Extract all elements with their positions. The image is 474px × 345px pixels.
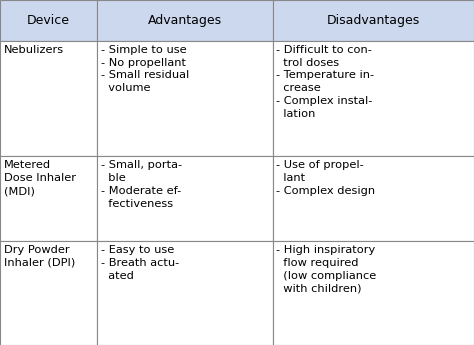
Text: Device: Device (27, 14, 70, 27)
Text: Disadvantages: Disadvantages (327, 14, 420, 27)
Text: Nebulizers: Nebulizers (4, 45, 64, 55)
Text: Advantages: Advantages (148, 14, 222, 27)
Bar (0, 156, 97, 241)
Text: - Difficult to con-
  trol doses
- Temperature in-
  crease
- Complex instal-
  : - Difficult to con- trol doses - Tempera… (276, 45, 374, 119)
Text: Metered
Dose Inhaler
(MDI): Metered Dose Inhaler (MDI) (4, 160, 76, 196)
Bar (97, 0, 273, 41)
Text: - Easy to use
- Breath actu-
  ated: - Easy to use - Breath actu- ated (101, 245, 179, 280)
Text: - Simple to use
- No propellant
- Small residual
  volume: - Simple to use - No propellant - Small … (101, 45, 189, 93)
Bar (273, 41, 474, 156)
Bar (97, 156, 273, 241)
Bar (273, 241, 474, 345)
Bar (0, 41, 97, 156)
Bar (273, 156, 474, 241)
Text: - High inspiratory
  flow required
  (low compliance
  with children): - High inspiratory flow required (low co… (276, 245, 376, 293)
Bar (97, 241, 273, 345)
Text: - Use of propel-
  lant
- Complex design: - Use of propel- lant - Complex design (276, 160, 375, 196)
Text: Dry Powder
Inhaler (DPI): Dry Powder Inhaler (DPI) (4, 245, 75, 268)
Text: - Small, porta-
  ble
- Moderate ef-
  fectiveness: - Small, porta- ble - Moderate ef- fecti… (101, 160, 182, 209)
Bar (273, 0, 474, 41)
Bar (97, 41, 273, 156)
Bar (0, 0, 97, 41)
Bar (0, 241, 97, 345)
